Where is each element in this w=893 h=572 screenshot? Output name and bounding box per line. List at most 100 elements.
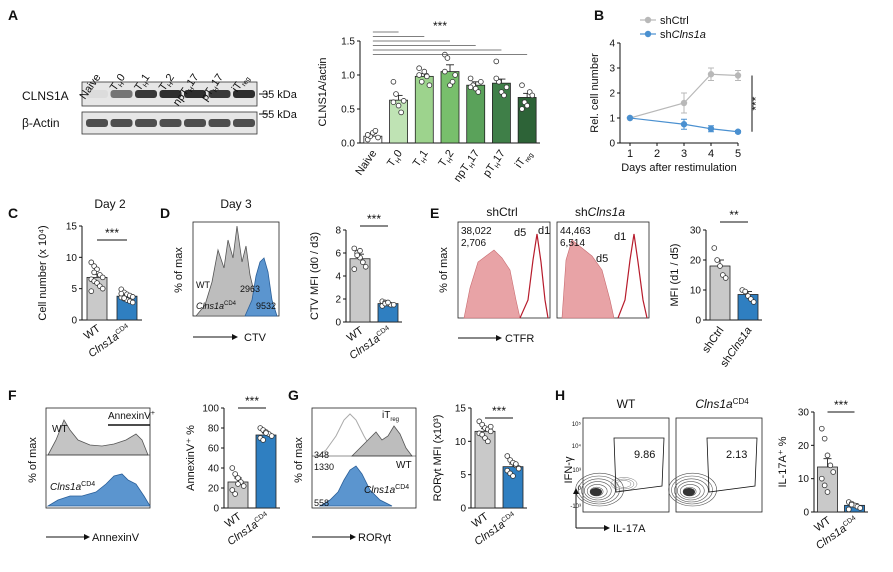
y-tick-label: 0 <box>609 139 615 150</box>
blot-lane-label: pTH17 <box>199 72 228 105</box>
legend-label: shCtrl <box>660 15 689 27</box>
series-point <box>734 72 742 79</box>
legend-marker <box>644 30 652 38</box>
x-tick-label: TH1 <box>411 148 433 171</box>
contour-line <box>586 484 608 499</box>
series-point <box>680 99 688 107</box>
blot-row-label-clns1a: CLNS1A <box>22 89 69 103</box>
wt-mfi: 1330 <box>314 462 334 472</box>
data-point <box>824 489 831 495</box>
series-line <box>629 73 739 119</box>
contour-line <box>581 478 616 503</box>
y-tick-label: 10³ <box>572 468 581 474</box>
sh-d1-label: d1 <box>614 231 626 243</box>
panel-letter-g: G <box>288 387 299 403</box>
contour-line <box>674 478 709 503</box>
gate-label: AnnexinV+ <box>108 410 155 422</box>
g-hist-ylabel: % of max <box>293 437 305 483</box>
ko-label: Clns1aCD4 <box>196 301 237 311</box>
e-hist-ylabel: % of max <box>438 247 450 293</box>
chart-b-line: 0 1 2 3 4 1 2 3 4 5 Days after restimulation Rel. c… <box>589 15 763 174</box>
data-point <box>263 430 269 436</box>
data-point <box>711 245 718 251</box>
data-point <box>421 68 428 75</box>
data-point <box>857 505 864 511</box>
data-point <box>717 263 723 269</box>
y-axis-label: CTV MFI (d0 / d3) <box>309 232 321 320</box>
x-tick-label: 5 <box>735 148 741 160</box>
y-tick-label: 10 <box>455 437 467 448</box>
e-hist-xlabel: CTFR <box>505 333 534 345</box>
ko-histogram <box>46 473 151 507</box>
data-point <box>235 481 241 487</box>
data-point <box>418 79 425 85</box>
data-point <box>362 263 369 270</box>
data-point <box>503 84 510 91</box>
sh-d5-mfi: 6,514 <box>560 238 585 249</box>
bar <box>255 434 277 509</box>
actin-band <box>135 119 157 127</box>
data-point <box>519 106 525 112</box>
data-point <box>452 72 458 78</box>
y-tick-label: 0 <box>803 508 809 519</box>
ctrl-d1-histogram <box>519 233 549 319</box>
y-tick-label: 30 <box>690 226 702 237</box>
series-point <box>707 71 715 78</box>
wt-mfi-value: 2963 <box>240 284 260 294</box>
data-point <box>240 483 247 489</box>
y-tick-label: 0.0 <box>341 139 355 150</box>
x-tick-label: Naive <box>353 148 379 178</box>
y-tick-label: 5 <box>71 284 77 295</box>
contour-line <box>676 481 705 501</box>
significance-label: *** <box>749 96 763 110</box>
y-tick-label: 80 <box>208 424 220 435</box>
hist-ylabel: % of max <box>173 247 185 293</box>
data-point <box>444 55 451 61</box>
significance-label: ** <box>729 208 739 222</box>
legend-label: shClns1a <box>660 29 706 41</box>
actin-band <box>110 119 133 127</box>
ko-histogram <box>244 257 278 317</box>
y-axis-label: CLNS1A/actin <box>317 57 329 126</box>
data-point <box>424 73 430 80</box>
y-tick-label: 10⁵ <box>572 421 582 428</box>
panel-letter-f: F <box>8 387 17 403</box>
sh-d5-histogram <box>561 239 615 319</box>
actin-band <box>233 119 255 127</box>
bar <box>709 265 731 321</box>
series-line <box>629 117 739 133</box>
panel-d-title: Day 3 <box>220 197 252 211</box>
h-xlabel: IL-17A <box>613 523 646 535</box>
wt-il17-gate <box>613 437 665 493</box>
clns1a-band <box>135 90 157 98</box>
h-ylabel: IFN-γ <box>563 456 575 483</box>
x-tick-label: 3 <box>681 148 687 160</box>
y-tick-label: 0 <box>213 504 219 515</box>
data-point <box>364 132 371 138</box>
y-tick-label: 10 <box>798 474 810 485</box>
f-hist-ylabel: % of max <box>27 437 39 483</box>
x-tick-label: TH0 <box>385 148 407 171</box>
data-point <box>99 285 106 292</box>
y-tick-label: 1.5 <box>341 37 355 48</box>
data-point <box>229 465 236 471</box>
y-axis-label: RORγt MFI (x10³) <box>432 415 444 502</box>
ctrl-d5-histogram <box>463 249 521 319</box>
series-point <box>680 121 688 128</box>
e-sh-title: shClns1a <box>575 205 625 219</box>
panel-letter-a: A <box>8 7 18 23</box>
panel-letter-c: C <box>8 205 18 221</box>
x-tick-label: iTreg <box>513 148 535 172</box>
data-point <box>393 91 399 97</box>
significance-label: *** <box>433 19 447 33</box>
data-point <box>493 75 500 82</box>
y-axis-label: IL-17A⁺ % <box>777 436 789 487</box>
clns1a-band <box>184 90 206 98</box>
ko-label: Clns1aCD4 <box>364 484 409 496</box>
contour-line <box>671 475 713 505</box>
y-tick-label: 10 <box>690 286 702 297</box>
